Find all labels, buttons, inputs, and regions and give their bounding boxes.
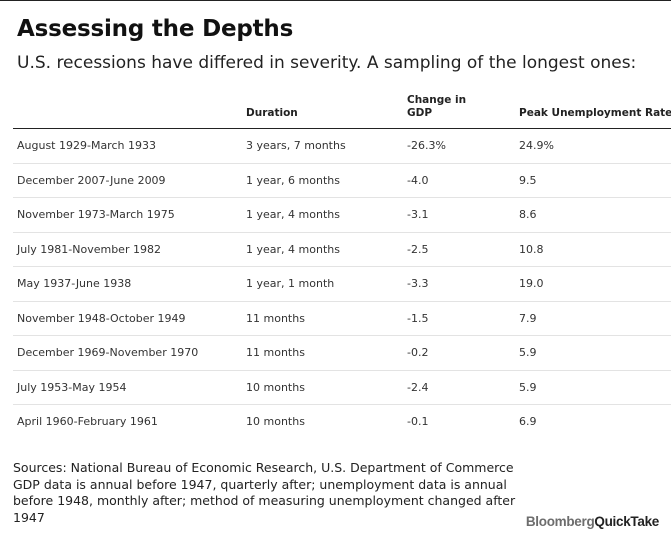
period-cell: August 1929-March 1933 [17,139,156,152]
peak-unemployment-cell: 5.9 [519,380,537,394]
table-row: November 1948-October 1949 11 months -1.… [13,302,671,336]
column-header-gdp-change: Change in GDP [407,94,467,119]
table-row: November 1973-March 1975 1 year, 4 month… [13,198,671,233]
table-row: August 1929-March 1933 3 years, 7 months… [13,129,671,164]
gdp-change-cell: -3.1 [407,208,429,221]
duration-cell: 3 years, 7 months [246,139,346,152]
sources-line: GDP data is annual before 1947, quarterl… [13,476,507,492]
duration-cell: 11 months [246,311,305,325]
recessions-table: Duration Change in GDP Peak Unemployment… [13,90,671,439]
peak-unemployment-cell: 24.9% [519,139,554,152]
bloomberg-quicktake-logo: BloombergQuickTake [526,514,659,529]
period-cell: April 1960-February 1961 [17,415,158,428]
peak-unemployment-cell: 10.8 [519,242,544,256]
gdp-change-cell: -26.3% [407,139,446,152]
duration-cell: 10 months [246,415,305,428]
top-rule [0,0,671,1]
table-row: July 1953-May 1954 10 months -2.4 5.9 [13,371,671,405]
duration-cell: 1 year, 4 months [246,242,340,256]
table-row: April 1960-February 1961 10 months -0.1 … [13,405,671,439]
duration-cell: 1 year, 4 months [246,208,340,221]
sources-line: before 1948, monthly after; method of me… [13,493,516,508]
peak-unemployment-cell: 19.0 [519,277,544,290]
sources-line: Sources: National Bureau of Economic Res… [13,460,514,475]
period-cell: May 1937-June 1938 [17,277,132,290]
gdp-change-cell: -0.2 [407,346,429,359]
gdp-change-cell: -4.0 [407,173,429,187]
gdp-change-cell: -1.5 [407,311,429,325]
period-cell: November 1973-March 1975 [17,208,175,221]
period-cell: November 1948-October 1949 [17,311,186,325]
peak-unemployment-cell: 8.6 [519,208,537,221]
gdp-change-cell: -3.3 [407,277,429,290]
duration-cell: 1 year, 6 months [246,173,340,187]
table-row: December 2007-June 2009 1 year, 6 months… [13,164,671,198]
period-cell: July 1953-May 1954 [17,380,127,394]
duration-cell: 11 months [246,346,305,359]
peak-unemployment-cell: 9.5 [519,173,537,187]
duration-cell: 1 year, 1 month [246,277,335,290]
sources-line: 1947 [13,509,45,525]
table-row: May 1937-June 1938 1 year, 1 month -3.3 … [13,267,671,302]
page-title: Assessing the Depths [17,16,294,42]
sources-note: Sources: National Bureau of Economic Res… [13,460,533,526]
table-row: December 1969-November 1970 11 months -0… [13,336,671,371]
gdp-change-cell: -0.1 [407,415,429,428]
column-header-peak-unemployment: Peak Unemployment Rate [519,107,671,119]
logo-quicktake-text: QuickTake [594,514,659,529]
table-row: July 1981-November 1982 1 year, 4 months… [13,233,671,267]
period-cell: December 2007-June 2009 [17,173,166,187]
column-header-duration: Duration [246,107,298,119]
table-header-row: Duration Change in GDP Peak Unemployment… [13,90,671,129]
peak-unemployment-cell: 6.9 [519,415,537,428]
logo-bloomberg-text: Bloomberg [525,514,595,529]
gdp-change-cell: -2.4 [407,380,429,394]
page-subtitle: U.S. recessions have differed in severit… [17,53,637,73]
period-cell: July 1981-November 1982 [17,242,161,256]
gdp-change-cell: -2.5 [407,242,429,256]
peak-unemployment-cell: 5.9 [519,346,537,359]
duration-cell: 10 months [246,380,305,394]
peak-unemployment-cell: 7.9 [519,311,537,325]
period-cell: December 1969-November 1970 [17,346,199,359]
